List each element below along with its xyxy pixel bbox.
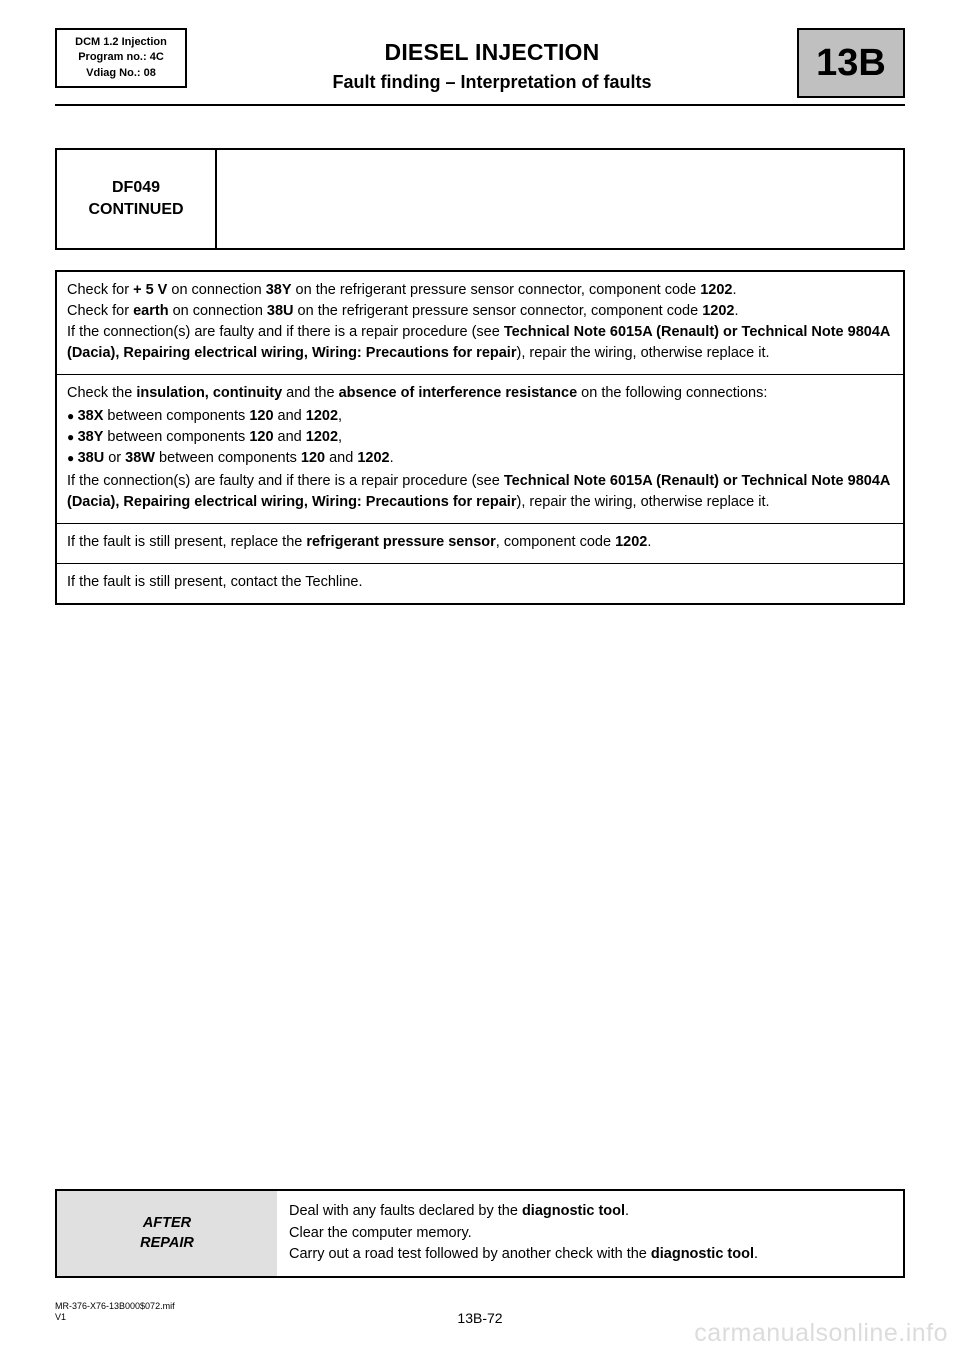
page-header: DCM 1.2 Injection Program no.: 4C Vdiag …: [55, 28, 905, 106]
header-center: DIESEL INJECTION Fault finding – Interpr…: [187, 28, 797, 104]
after-repair-label-line: REPAIR: [140, 1233, 194, 1253]
header-info-line: Program no.: 4C: [78, 50, 164, 65]
page-title: DIESEL INJECTION: [385, 39, 600, 66]
fault-code-bar: DF049 CONTINUED: [55, 148, 905, 250]
section-code-box: 13B: [797, 28, 905, 98]
header-info-box: DCM 1.2 Injection Program no.: 4C Vdiag …: [55, 28, 187, 88]
procedure-step: If the fault is still present, contact t…: [57, 564, 903, 603]
procedure-step: If the fault is still present, replace t…: [57, 524, 903, 564]
header-info-line: Vdiag No.: 08: [86, 66, 156, 81]
watermark: carmanualsonline.info: [694, 1319, 948, 1348]
procedure-step: Check the insulation, continuity and the…: [57, 375, 903, 524]
page-subtitle: Fault finding – Interpretation of faults: [333, 72, 652, 93]
fault-code-label: DF049 CONTINUED: [57, 150, 217, 248]
fault-status: CONTINUED: [88, 199, 183, 221]
fault-bar-empty: [217, 150, 903, 248]
fault-code: DF049: [112, 177, 160, 199]
header-info-line: DCM 1.2 Injection: [75, 35, 167, 50]
after-repair-label-line: AFTER: [143, 1213, 191, 1233]
page: DCM 1.2 Injection Program no.: 4C Vdiag …: [0, 0, 960, 1358]
after-repair-box: AFTER REPAIR Deal with any faults declar…: [55, 1189, 905, 1278]
section-code: 13B: [816, 42, 886, 85]
procedure-step: Check for + 5 V on connection 38Y on the…: [57, 272, 903, 375]
after-repair-label: AFTER REPAIR: [57, 1191, 277, 1276]
procedure-steps: Check for + 5 V on connection 38Y on the…: [55, 270, 905, 605]
after-repair-body: Deal with any faults declared by the dia…: [277, 1191, 903, 1276]
